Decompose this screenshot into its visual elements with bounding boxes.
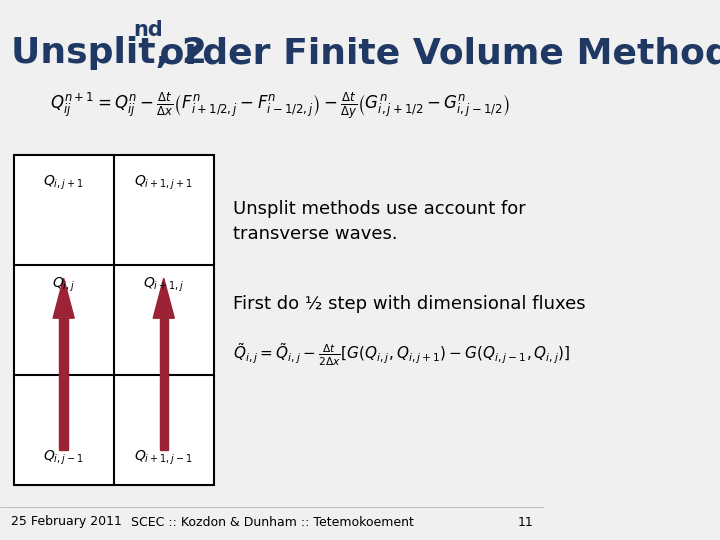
Text: 11: 11 — [518, 516, 534, 529]
Text: $Q_{i+1,j+1}$: $Q_{i+1,j+1}$ — [135, 173, 193, 192]
Text: $Q_{i+1,j-1}$: $Q_{i+1,j-1}$ — [135, 448, 193, 467]
Text: First do ½ step with dimensional fluxes: First do ½ step with dimensional fluxes — [233, 295, 585, 313]
Bar — [14, 155, 214, 485]
Polygon shape — [53, 278, 74, 318]
Text: Unsplit methods use account for
transverse waves.: Unsplit methods use account for transver… — [233, 200, 526, 243]
Text: order Finite Volume Method: order Finite Volume Method — [147, 36, 720, 70]
Text: $Q_{i,j-1}$: $Q_{i,j-1}$ — [43, 448, 84, 467]
Text: $\tilde{Q}_{i,j} = \tilde{Q}_{i,j} - \frac{\Delta t}{2\Delta x}\left[G(Q_{i,j},Q: $\tilde{Q}_{i,j} = \tilde{Q}_{i,j} - \fr… — [233, 342, 570, 368]
Text: 25 February 2011: 25 February 2011 — [11, 516, 122, 529]
Text: $Q_{i+1,j}$: $Q_{i+1,j}$ — [143, 275, 184, 294]
Text: Unsplit, 2: Unsplit, 2 — [11, 36, 207, 70]
Text: SCEC :: Kozdon & Dunham :: Tetemokoement: SCEC :: Kozdon & Dunham :: Tetemokoement — [130, 516, 413, 529]
Polygon shape — [160, 318, 168, 450]
Text: $Q_{i,j}$: $Q_{i,j}$ — [52, 275, 76, 294]
Text: nd: nd — [133, 20, 163, 40]
Polygon shape — [153, 278, 174, 318]
Text: $Q_{ij}^{n+1} = Q_{ij}^{n} - \frac{\Delta t}{\Delta x}\left(F_{i+1/2,j}^{n} - F_: $Q_{ij}^{n+1} = Q_{ij}^{n} - \frac{\Delt… — [50, 90, 509, 120]
Polygon shape — [60, 318, 68, 450]
Text: $Q_{i,j+1}$: $Q_{i,j+1}$ — [43, 173, 84, 192]
